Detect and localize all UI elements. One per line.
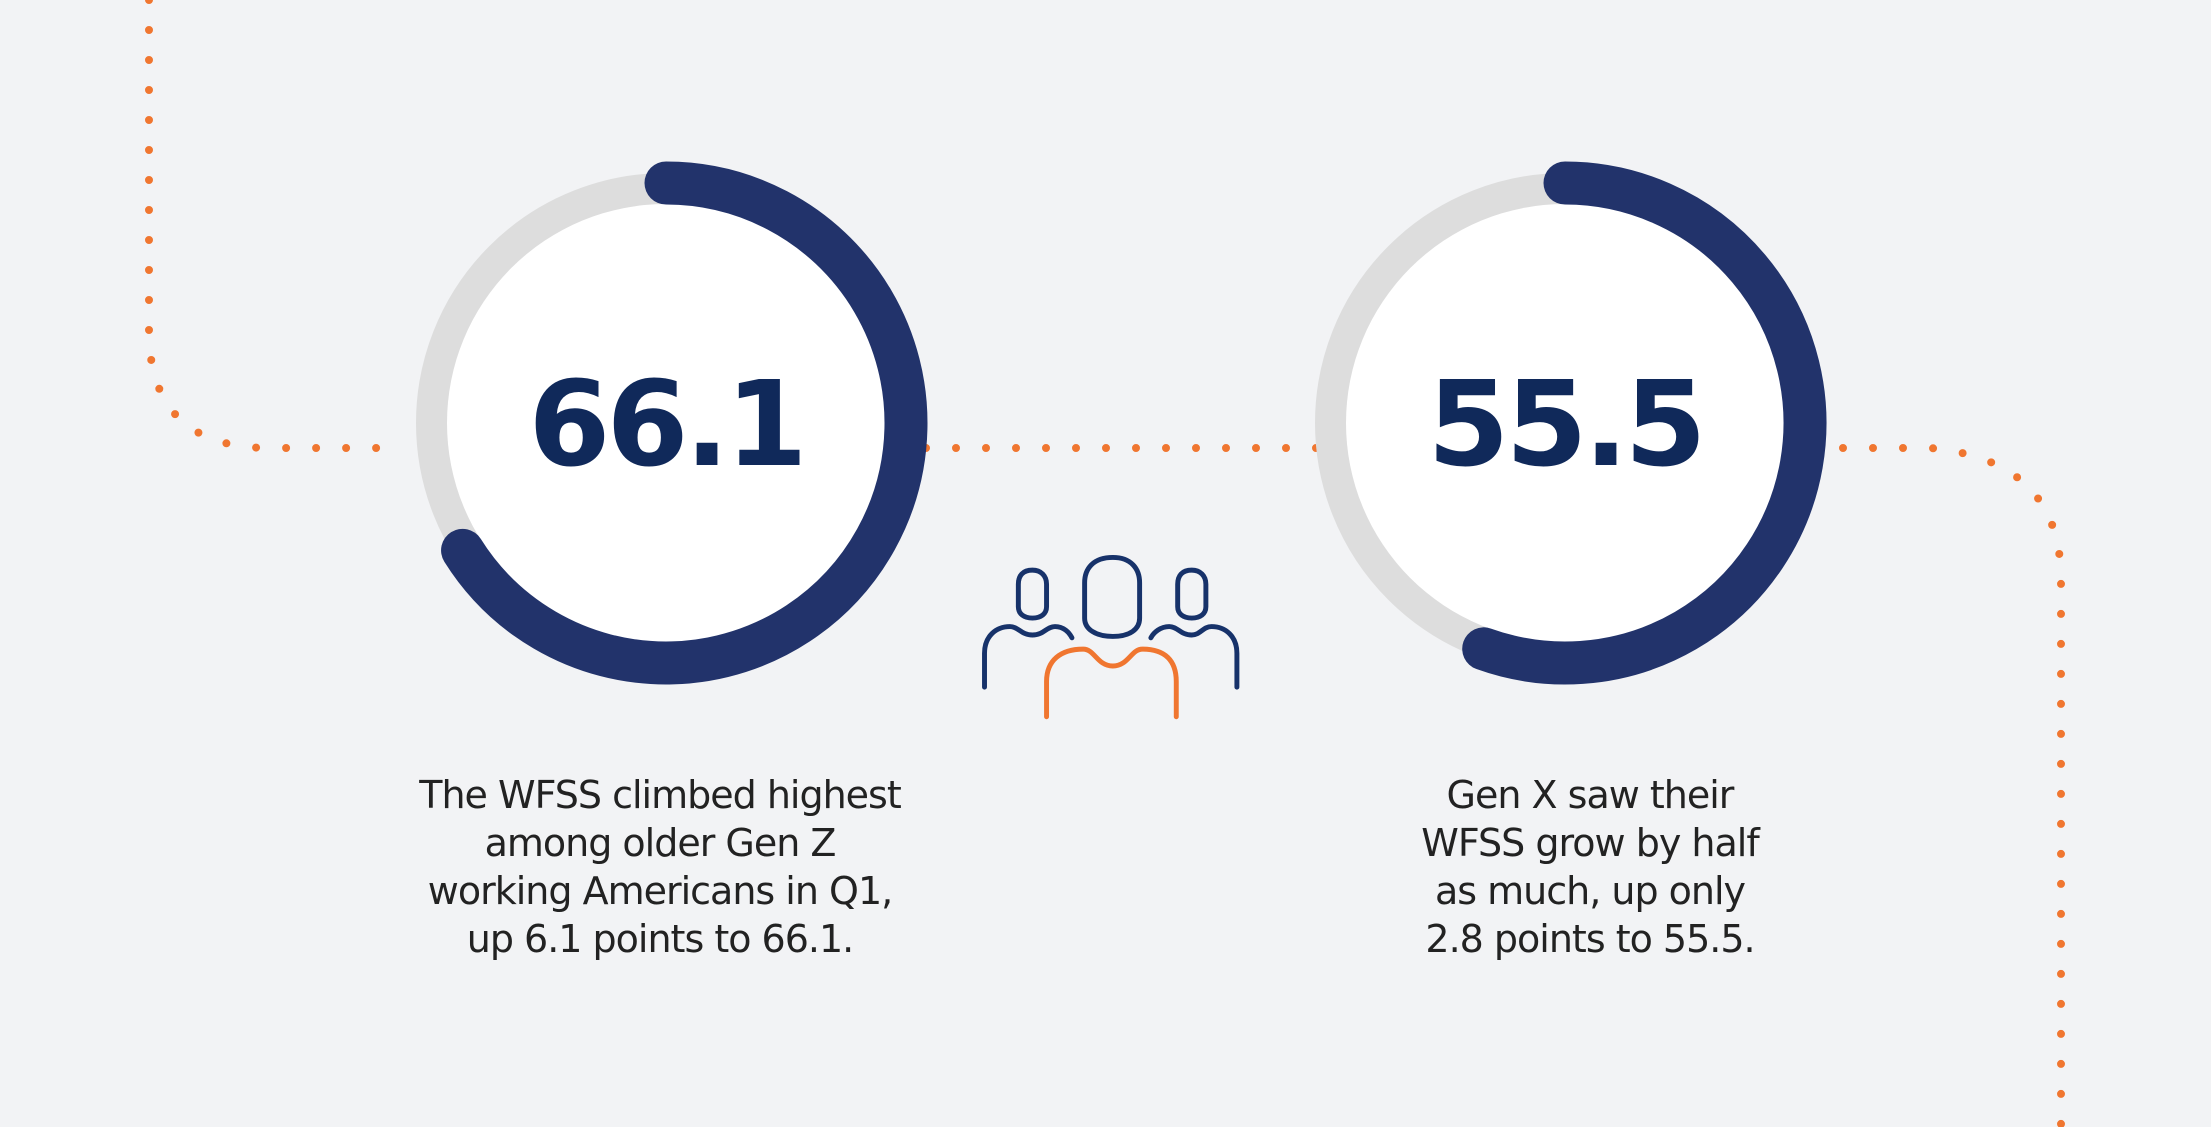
caption-line: The WFSS climbed highest	[418, 773, 901, 817]
dotted-path-left	[145, 0, 404, 452]
gauge-arc	[441, 161, 928, 685]
caption-line: among older Gen Z	[485, 821, 836, 865]
caption-line: WFSS grow by half	[1421, 821, 1761, 865]
gauge-value: 66.1	[528, 355, 803, 493]
people-icon	[982, 554, 1240, 720]
dotted-path-right	[1839, 444, 2065, 1127]
gauge-face	[447, 204, 885, 642]
caption-line: Gen X saw their	[1447, 773, 1735, 817]
caption-line: up 6.1 points to 66.1.	[467, 917, 854, 961]
gauge-face	[1346, 204, 1784, 642]
dotted-path	[145, 0, 2065, 1127]
caption-line: working Americans in Q1,	[428, 869, 892, 913]
caption-line: 2.8 points to 55.5.	[1425, 917, 1754, 961]
caption-line: as much, up only	[1435, 869, 1746, 913]
gauge-value: 55.5	[1427, 355, 1702, 493]
gauge-arc	[1462, 161, 1827, 685]
